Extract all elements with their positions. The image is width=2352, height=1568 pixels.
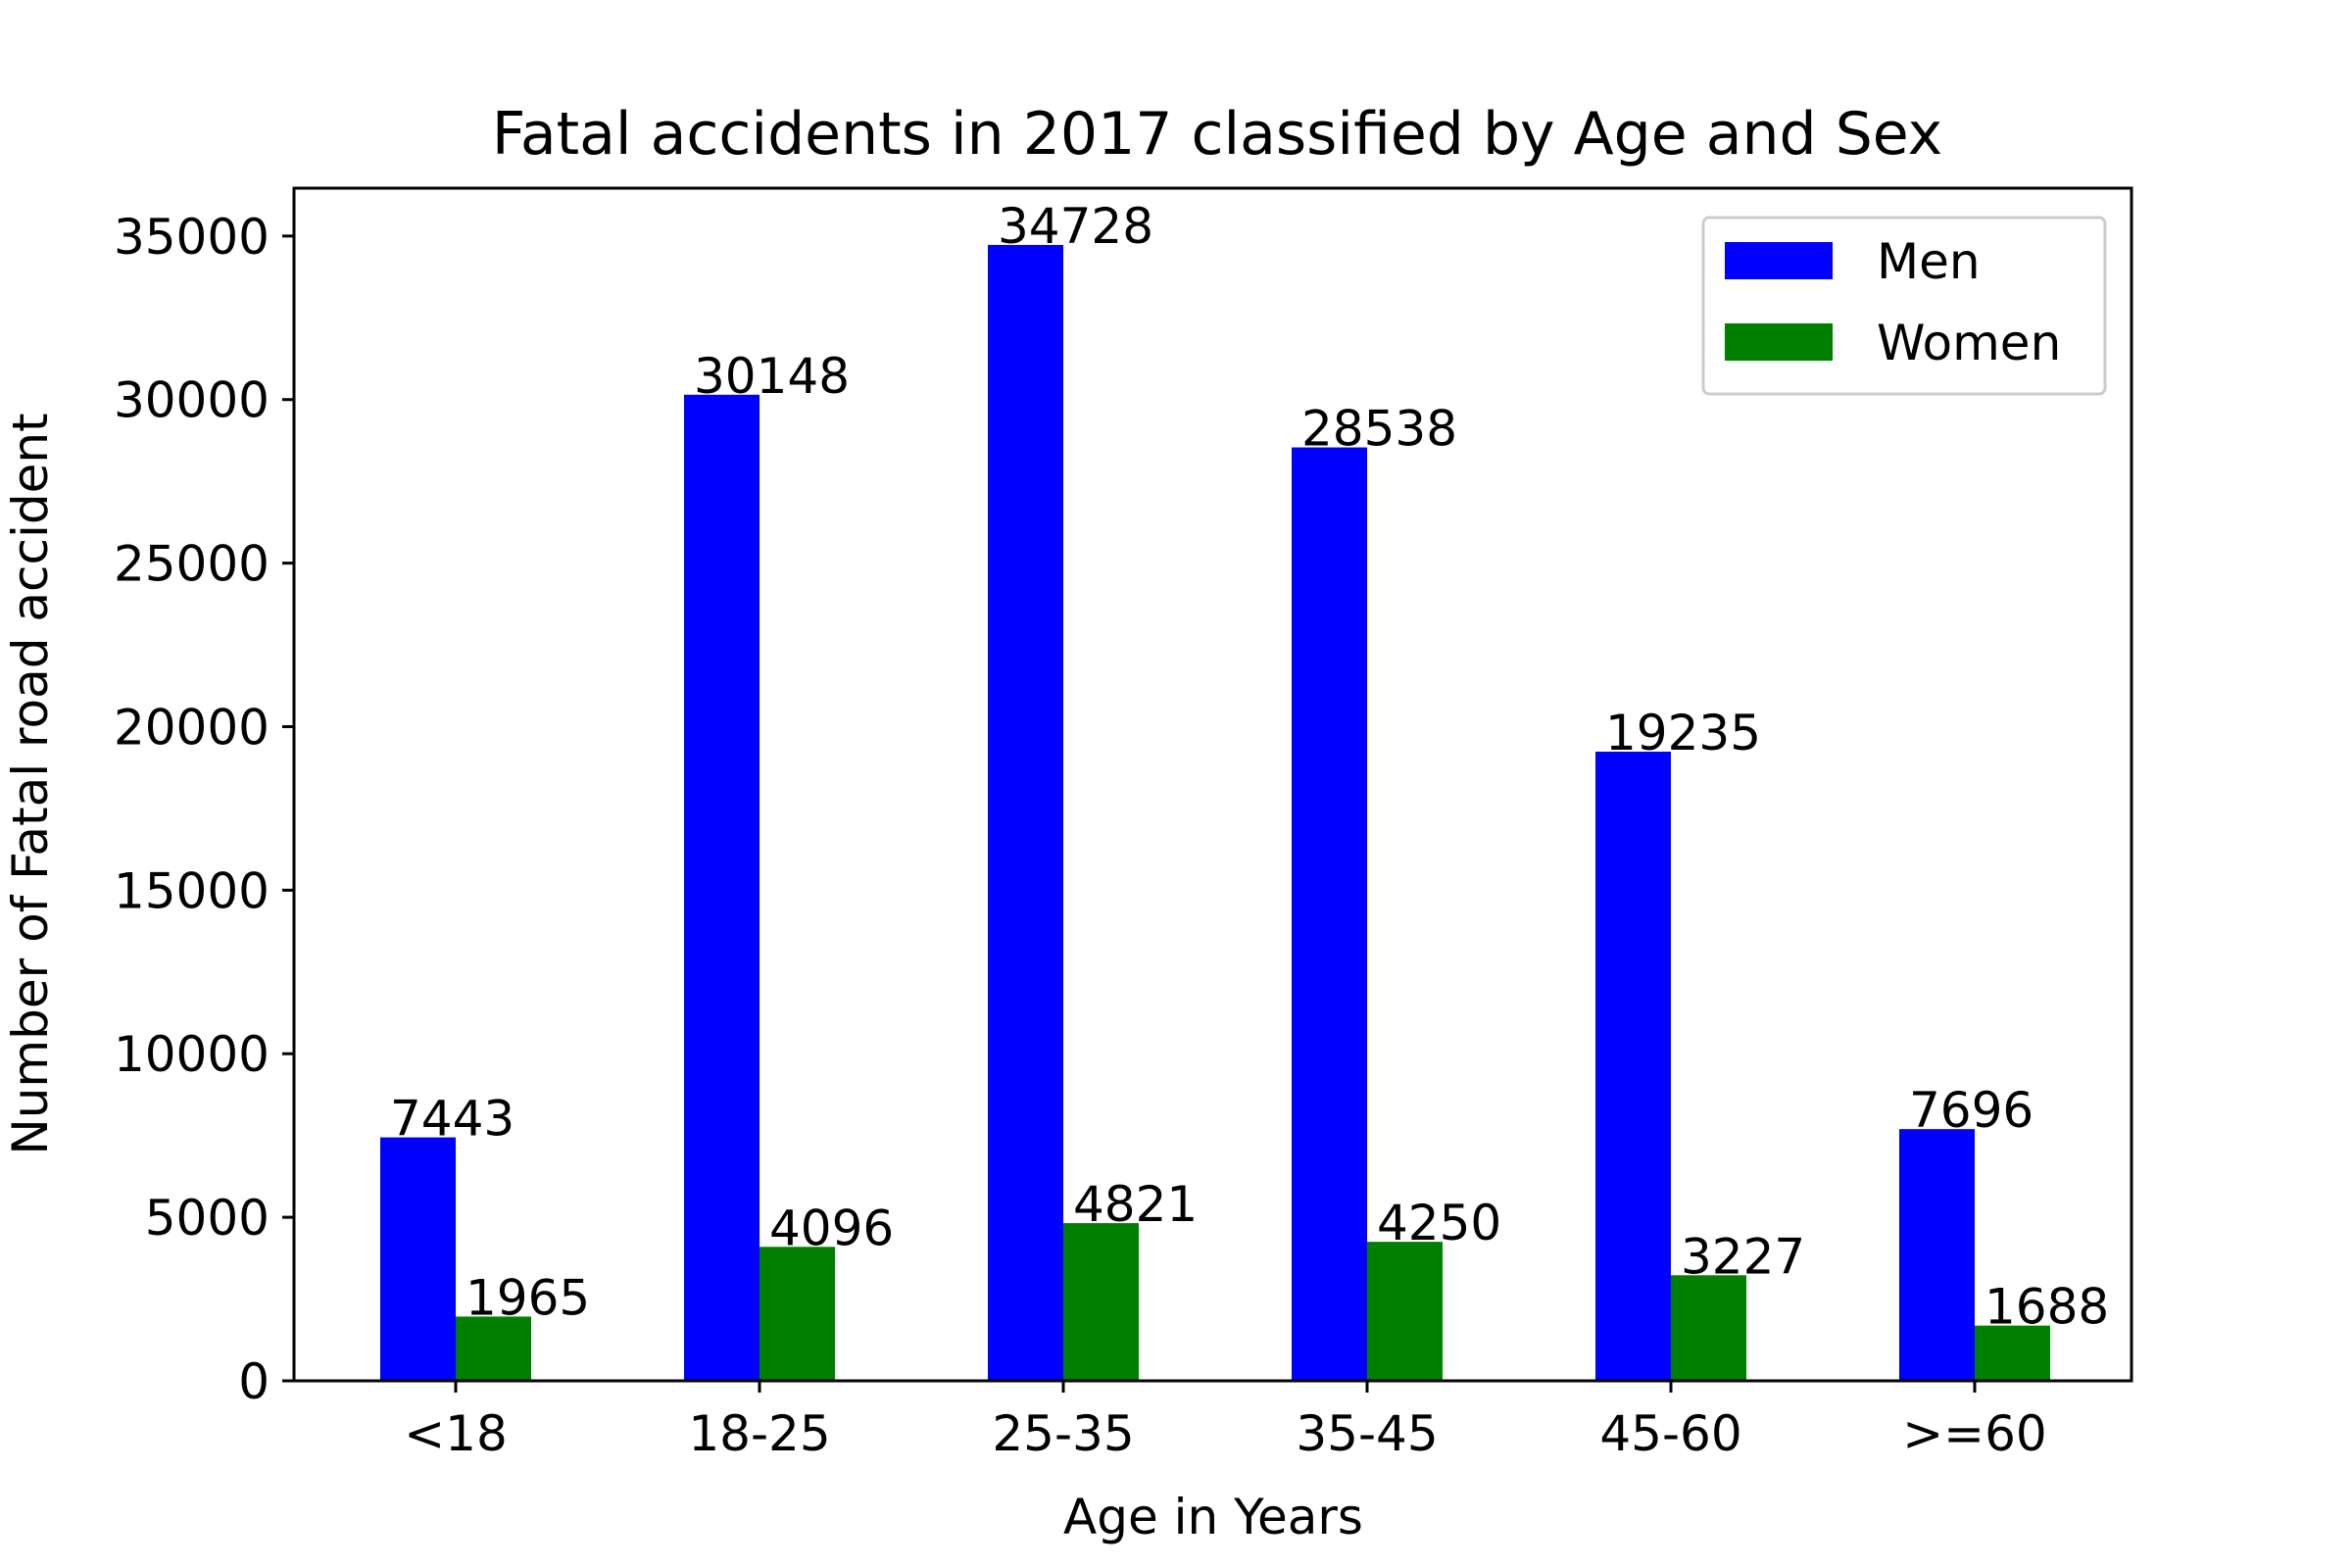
bar-men-4 (1292, 447, 1367, 1381)
x-tick-label-2: 18-25 (688, 1405, 830, 1462)
value-label-men-5: 19235 (1605, 705, 1761, 761)
value-label-men-2: 30148 (694, 348, 850, 405)
chart-title: Fatal accidents in 2017 classified by Ag… (492, 100, 1942, 169)
value-label-women-1: 1965 (466, 1269, 590, 1326)
x-axis: <18 18-25 25-35 35-45 45-60 >=60 (404, 1381, 2047, 1462)
legend: Men Women (1701, 216, 2107, 396)
value-label-women-6: 1688 (1984, 1279, 2109, 1336)
value-label-men-1: 7443 (390, 1091, 514, 1148)
value-label-women-4: 4250 (1377, 1195, 1501, 1251)
legend-swatch-men (1725, 242, 1833, 279)
y-axis: 0 5000 10000 15000 20000 25000 30000 35000 (114, 209, 294, 1410)
value-label-women-2: 4096 (769, 1200, 894, 1256)
value-label-men-4: 28538 (1301, 401, 1457, 458)
x-axis-label: Age in Years (1063, 1489, 1363, 1545)
x-tick-label-3: 25-35 (992, 1405, 1134, 1462)
y-tick-label-3: 10000 (114, 1026, 270, 1083)
bar-men-1 (380, 1137, 456, 1381)
bar-women-1 (456, 1316, 531, 1381)
y-tick-label-7: 30000 (114, 372, 270, 429)
value-label-men-6: 7696 (1909, 1082, 2034, 1139)
y-tick-label-2: 5000 (145, 1190, 270, 1247)
value-label-women-3: 4821 (1073, 1176, 1198, 1233)
bar-women-5 (1671, 1275, 1746, 1381)
bar-men-3 (988, 244, 1063, 1381)
bar-men-2 (684, 394, 760, 1381)
value-label-men-3: 34728 (998, 198, 1153, 255)
x-tick-label-5: 45-60 (1599, 1405, 1741, 1462)
y-axis-label: Number of Fatal road accident (2, 413, 59, 1154)
bar-women-3 (1063, 1223, 1139, 1381)
y-tick-label-5: 20000 (114, 699, 270, 756)
x-tick-label-6: >=60 (1902, 1405, 2046, 1462)
y-tick-label-1: 0 (238, 1353, 270, 1410)
y-tick-label-6: 25000 (114, 536, 270, 593)
legend-label-women: Women (1877, 315, 2061, 371)
bar-women-6 (1975, 1325, 2050, 1381)
bars-group (380, 244, 2050, 1381)
x-tick-label-1: <18 (404, 1405, 508, 1462)
y-tick-label-4: 15000 (114, 862, 270, 919)
bar-women-4 (1367, 1242, 1443, 1381)
plot-frame (292, 186, 2133, 1383)
value-label-women-5: 3227 (1681, 1228, 1805, 1285)
value-labels-group: 7443 30148 34728 28538 19235 7696 1965 4096 4821… (390, 198, 2109, 1336)
legend-swatch-women (1725, 323, 1833, 361)
bar-men-5 (1595, 752, 1671, 1381)
y-tick-label-8: 35000 (114, 209, 270, 266)
bar-men-6 (1899, 1129, 1975, 1381)
legend-label-men: Men (1877, 233, 1981, 290)
bar-women-2 (760, 1247, 835, 1381)
x-tick-label-4: 35-45 (1296, 1405, 1438, 1462)
